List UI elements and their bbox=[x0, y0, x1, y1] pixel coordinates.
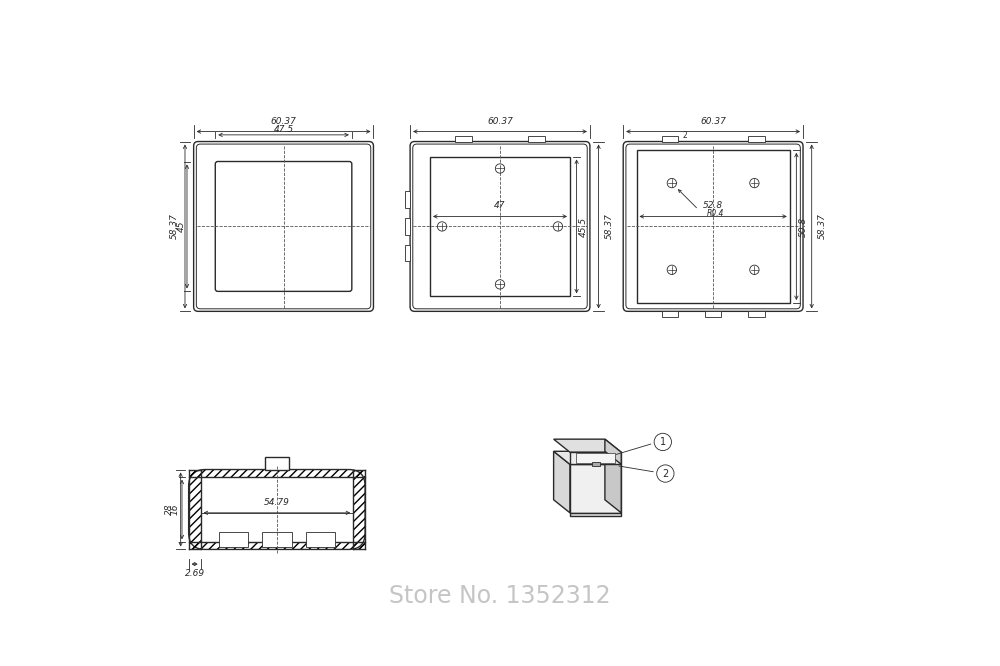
Polygon shape bbox=[554, 452, 570, 513]
Bar bbox=[592, 462, 600, 466]
Circle shape bbox=[657, 465, 674, 482]
Polygon shape bbox=[554, 452, 621, 464]
Text: 16: 16 bbox=[171, 503, 180, 515]
Bar bbox=[662, 137, 678, 142]
Text: 60.37: 60.37 bbox=[487, 117, 513, 125]
FancyBboxPatch shape bbox=[623, 142, 803, 312]
Bar bbox=[528, 137, 545, 142]
Bar bbox=[748, 137, 765, 142]
Polygon shape bbox=[605, 452, 621, 513]
Circle shape bbox=[654, 434, 671, 451]
Text: 54.79: 54.79 bbox=[264, 498, 290, 507]
Circle shape bbox=[437, 222, 447, 231]
Polygon shape bbox=[576, 453, 615, 463]
FancyBboxPatch shape bbox=[410, 142, 590, 312]
Circle shape bbox=[495, 164, 505, 173]
Bar bbox=[189, 470, 365, 477]
Bar bbox=[405, 218, 410, 234]
Text: 45.5: 45.5 bbox=[579, 216, 588, 236]
Text: 28: 28 bbox=[165, 503, 174, 515]
Bar bbox=[405, 191, 410, 208]
FancyBboxPatch shape bbox=[189, 470, 365, 549]
Text: 58.37: 58.37 bbox=[605, 214, 614, 239]
Text: 60.37: 60.37 bbox=[271, 117, 296, 125]
FancyBboxPatch shape bbox=[215, 161, 352, 292]
Bar bbox=[262, 532, 292, 547]
Bar bbox=[430, 157, 570, 296]
Text: 52.8: 52.8 bbox=[703, 201, 723, 210]
Text: 58.37: 58.37 bbox=[170, 214, 179, 239]
FancyBboxPatch shape bbox=[194, 142, 373, 312]
Bar bbox=[637, 150, 790, 303]
Text: 60.37: 60.37 bbox=[700, 117, 726, 125]
Text: 47.5: 47.5 bbox=[273, 125, 294, 133]
Text: 50.8: 50.8 bbox=[798, 216, 807, 236]
Bar bbox=[748, 312, 765, 317]
Text: 1: 1 bbox=[660, 437, 666, 447]
Bar bbox=[662, 312, 678, 317]
Text: 2.69: 2.69 bbox=[185, 569, 205, 579]
Text: 2: 2 bbox=[662, 469, 668, 479]
Bar bbox=[405, 244, 410, 261]
Bar bbox=[219, 532, 248, 547]
Text: 2: 2 bbox=[682, 131, 687, 140]
Text: 58.37: 58.37 bbox=[818, 214, 827, 239]
Circle shape bbox=[553, 222, 563, 231]
Polygon shape bbox=[570, 464, 621, 513]
Circle shape bbox=[667, 178, 676, 188]
Text: Store No. 1352312: Store No. 1352312 bbox=[389, 584, 611, 608]
Circle shape bbox=[750, 178, 759, 188]
Bar bbox=[455, 137, 472, 142]
Bar bbox=[189, 470, 201, 549]
Bar bbox=[705, 312, 721, 317]
Circle shape bbox=[750, 265, 759, 274]
Bar bbox=[353, 470, 365, 549]
Text: R0.4: R0.4 bbox=[706, 209, 724, 218]
Text: 45: 45 bbox=[177, 220, 186, 232]
Polygon shape bbox=[570, 452, 621, 464]
Bar bbox=[265, 457, 289, 470]
Bar bbox=[306, 532, 335, 547]
Circle shape bbox=[495, 280, 505, 289]
Circle shape bbox=[667, 265, 676, 274]
Polygon shape bbox=[554, 439, 621, 452]
Polygon shape bbox=[570, 513, 621, 516]
Polygon shape bbox=[605, 439, 621, 464]
Bar bbox=[189, 542, 365, 549]
Text: 47: 47 bbox=[494, 201, 506, 210]
